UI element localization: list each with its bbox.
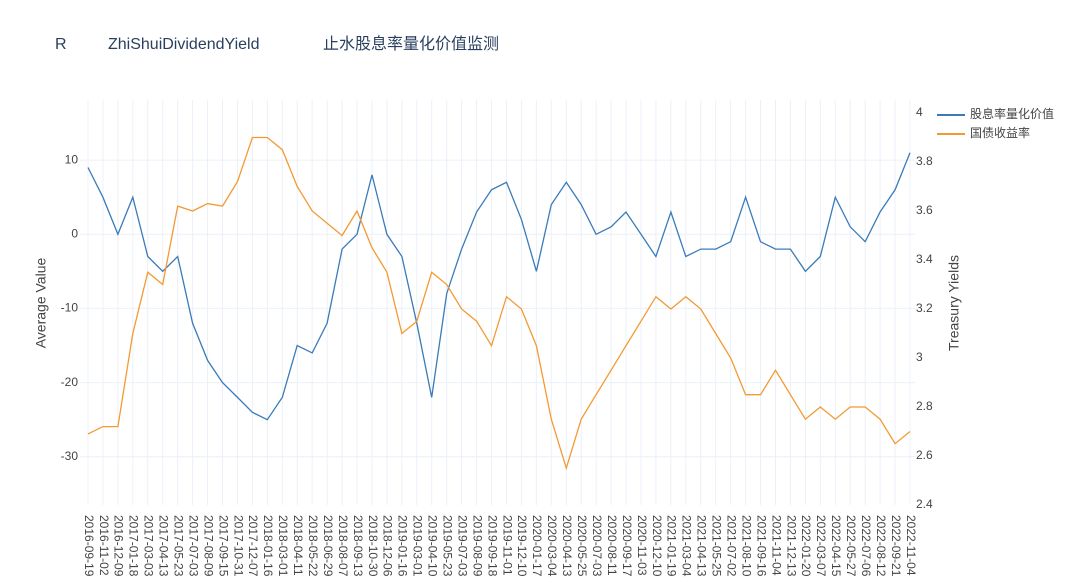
x-tick-label: 2017-09-15 (216, 515, 230, 577)
x-tick-label: 2020-05-25 (575, 515, 589, 577)
chart-title: 止水股息率量化价值监测 (323, 35, 499, 53)
y2-tick-label: 3.8 (916, 154, 933, 168)
x-tick-label: 2017-03-03 (142, 515, 156, 577)
x-tick-label: 2020-04-13 (560, 515, 574, 577)
x-tick-label: 2021-12-13 (784, 515, 798, 577)
x-tick-label: 2021-01-19 (665, 515, 679, 577)
x-tick-label: 2020-12-10 (650, 515, 664, 577)
y-tick-label: -10 (61, 301, 79, 315)
legend-label: 国债收益率 (970, 125, 1030, 140)
x-tick-label: 2018-01-16 (261, 515, 275, 577)
x-tick-label: 2016-11-02 (97, 515, 111, 576)
x-tick-label: 2018-04-11 (291, 515, 305, 576)
x-tick-label: 2020-03-04 (545, 515, 559, 577)
x-tick-label: 2019-04-10 (426, 515, 440, 577)
x-tick-label: 2017-12-07 (246, 515, 260, 577)
y2-axis-title: Treasury Yields (946, 255, 962, 351)
x-tick-label: 2017-08-09 (201, 515, 215, 577)
x-tick-label: 2021-08-10 (739, 515, 753, 577)
x-tick-label: 2021-04-13 (695, 515, 709, 577)
x-tick-label: 2021-09-16 (754, 515, 768, 577)
x-tick-label: 2018-08-07 (336, 515, 350, 577)
x-tick-label: 2022-03-07 (814, 515, 828, 577)
x-tick-label: 2022-11-04 (904, 515, 918, 576)
x-tick-label: 2021-11-04 (769, 515, 783, 576)
x-tick-label: 2016-09-19 (82, 515, 96, 577)
x-tick-label: 2021-07-02 (724, 515, 738, 577)
x-tick-label: 2019-01-16 (396, 515, 410, 577)
y2-tick-label: 4 (916, 105, 923, 119)
x-tick-label: 2022-01-20 (799, 515, 813, 577)
x-tick-label: 2017-07-03 (186, 515, 200, 577)
x-tick-label: 2022-04-15 (829, 515, 843, 577)
x-tick-label: 2017-05-23 (172, 515, 186, 577)
x-tick-label: 2019-09-18 (485, 515, 499, 577)
y-tick-label: 10 (65, 152, 79, 166)
x-tick-label: 2017-04-13 (157, 515, 171, 577)
x-tick-label: 2018-10-30 (366, 515, 380, 577)
x-tick-label: 2022-05-27 (844, 515, 858, 577)
x-tick-label: 2018-05-22 (306, 515, 320, 577)
x-tick-label: 2017-10-31 (231, 515, 245, 577)
x-tick-label: 2018-03-01 (276, 515, 290, 577)
x-tick-label: 2019-08-09 (470, 515, 484, 577)
y-axis-title: Average Value (33, 258, 49, 349)
chart-title: ZhiShuiDividendYield (108, 36, 260, 53)
y2-tick-label: 2.6 (916, 448, 933, 462)
y-tick-label: 0 (71, 226, 78, 240)
legend-label: 股息率量化价值 (970, 106, 1054, 121)
x-tick-label: 2019-03-01 (411, 515, 425, 577)
y2-tick-label: 3.6 (916, 203, 933, 217)
y2-tick-label: 3.4 (916, 252, 933, 266)
x-tick-label: 2018-12-06 (381, 515, 395, 577)
y2-tick-label: 2.8 (916, 399, 933, 413)
x-tick-label: 2020-09-17 (620, 515, 634, 577)
x-tick-label: 2020-01-17 (530, 515, 544, 577)
x-tick-label: 2016-12-09 (112, 515, 126, 577)
x-tick-label: 2022-07-06 (859, 515, 873, 577)
x-tick-label: 2020-11-03 (635, 515, 649, 576)
y2-tick-label: 3.2 (916, 301, 933, 315)
series-line (87, 136, 911, 471)
x-tick-label: 2019-11-01 (500, 515, 514, 576)
series-line (87, 152, 911, 421)
x-tick-label: 2019-07-03 (455, 515, 469, 577)
chart-title: R (55, 36, 67, 53)
y-tick-label: -20 (61, 375, 79, 389)
y-tick-label: -30 (61, 449, 79, 463)
x-tick-label: 2021-03-04 (680, 515, 694, 577)
x-tick-label: 2020-07-03 (590, 515, 604, 577)
x-tick-label: 2021-05-25 (710, 515, 724, 577)
x-tick-label: 2019-12-10 (515, 515, 529, 577)
y2-tick-label: 2.4 (916, 497, 933, 511)
y2-tick-label: 3 (916, 350, 923, 364)
x-tick-label: 2022-09-21 (889, 515, 903, 577)
x-tick-label: 2020-08-11 (605, 515, 619, 576)
x-tick-label: 2018-09-13 (351, 515, 365, 577)
x-tick-label: 2017-01-18 (127, 515, 141, 577)
x-tick-label: 2018-06-29 (321, 515, 335, 577)
x-tick-label: 2019-05-23 (441, 515, 455, 577)
x-tick-label: 2022-08-12 (874, 515, 888, 577)
